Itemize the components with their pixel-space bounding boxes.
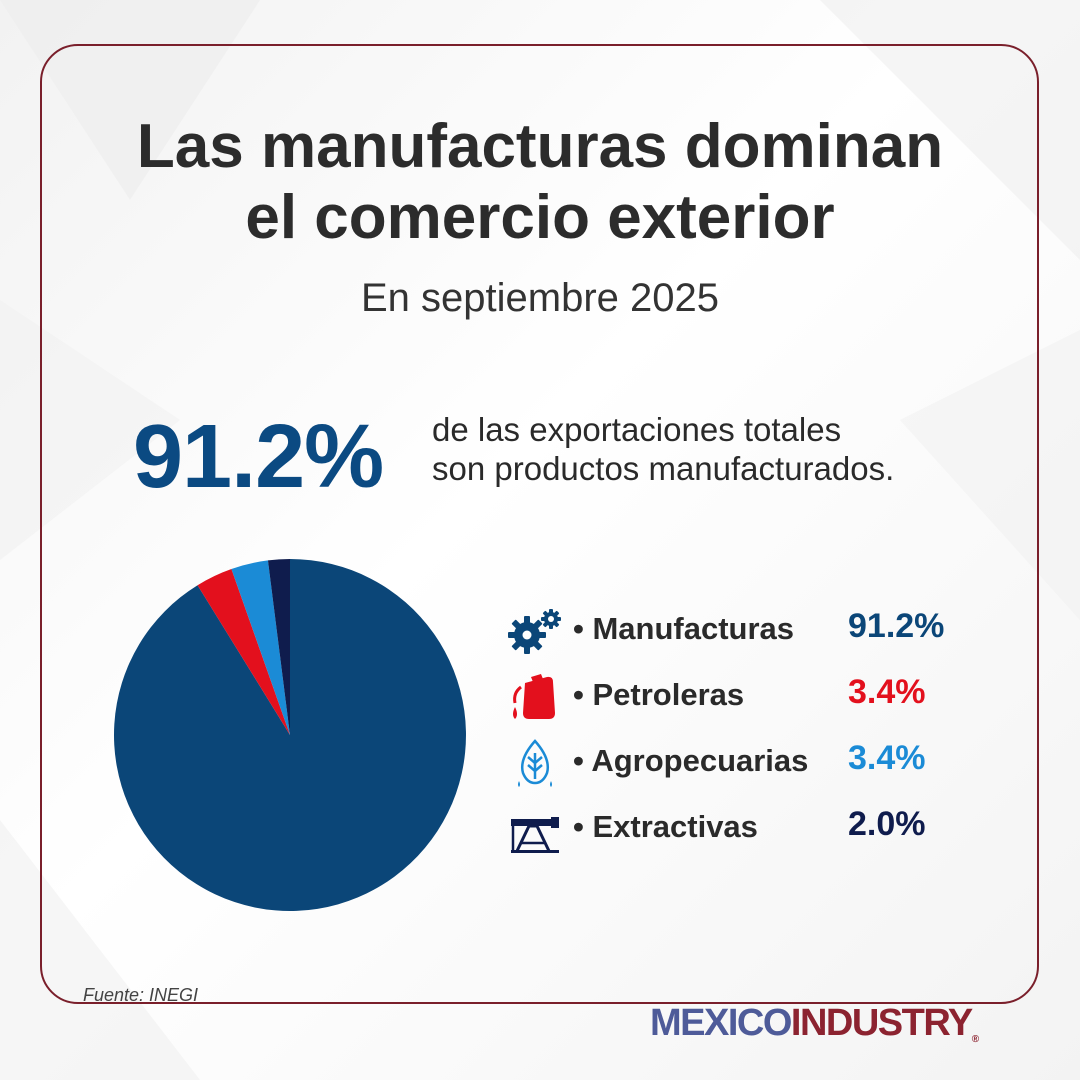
highlight-value: 91.2% (133, 407, 384, 507)
title-line-2: el comercio exterior (245, 182, 835, 252)
pie-slice-extractivas (267, 559, 290, 735)
legend-label-text: Agropecuarias (591, 743, 809, 778)
brand-mexico: MEXICO (650, 1002, 792, 1044)
subtitle: En septiembre 2025 (360, 276, 719, 320)
legend-item-manufacturas: • Manufacturas 91.2% (505, 605, 985, 671)
brand-registered-mark: ® (971, 1034, 980, 1045)
oil-pump-icon (511, 817, 559, 853)
leaf-drop-icon (518, 739, 552, 787)
pie-slice-petroleras (197, 569, 290, 735)
highlight-text-line-1: de las exportaciones totales (432, 411, 842, 448)
legend-value-petroleras: 3.4% (848, 673, 926, 711)
brand-logo: MEXICOINDUSTRY® (650, 1002, 979, 1045)
legend-label-manufacturas: • Manufacturas (573, 611, 795, 646)
highlight-description: de las exportaciones totales son product… (432, 411, 894, 488)
pie-slice-agropecuarias (231, 560, 290, 735)
legend-value-manufacturas: 91.2% (848, 607, 945, 645)
gears-icon (508, 609, 561, 654)
legend-value-agropecuarias: 3.4% (848, 739, 926, 777)
legend-label-extractivas: • Extractivas (573, 809, 758, 844)
legend-label-text: Extractivas (592, 809, 758, 844)
legend-item-extractivas: • Extractivas 2.0% (505, 803, 985, 869)
fuel-can-icon (513, 674, 555, 719)
legend-item-agropecuarias: • Agropecuarias 3.4% (505, 737, 985, 803)
legend-label-text: Manufacturas (592, 611, 795, 646)
pie-chart (113, 559, 466, 911)
source-note: Fuente: INEGI (83, 985, 199, 1005)
legend-value-extractivas: 2.0% (848, 805, 926, 843)
legend-label-text: Petroleras (592, 677, 745, 712)
legend-item-petroleras: • Petroleras 3.4% (505, 671, 985, 737)
highlight-text-line-2: son productos manufacturados. (432, 449, 895, 487)
card-frame (40, 44, 1039, 1004)
pie-slice-manufacturas (113, 559, 466, 911)
brand-industry: INDUSTRY (790, 1002, 973, 1044)
legend-label-petroleras: • Petroleras (573, 677, 745, 712)
chart-legend: • Manufacturas 91.2% • Petroleras 3.4% •… (505, 605, 985, 869)
legend-label-agropecuarias: • Agropecuarias (573, 743, 809, 778)
title-line-1: Las manufacturas dominan (136, 112, 944, 181)
page-title: Las manufacturas dominan el comercio ext… (0, 112, 1080, 253)
